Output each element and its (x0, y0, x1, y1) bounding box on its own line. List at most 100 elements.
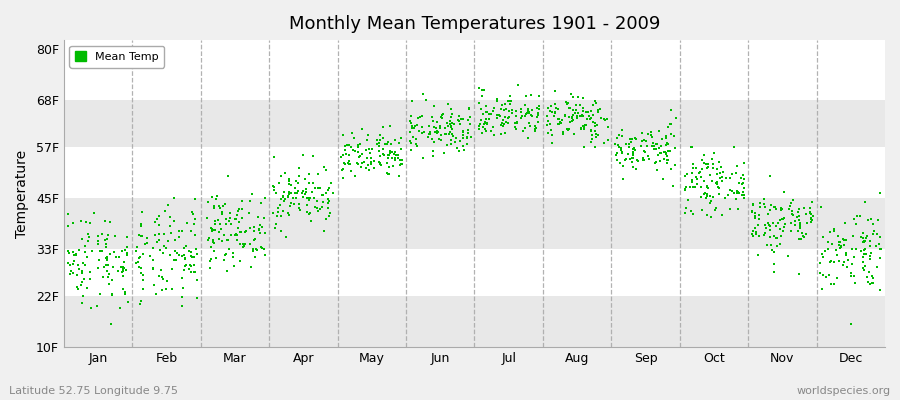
Point (76, 292, 90, 299)
Point (165, 266, 179, 272)
Point (178, 262, 193, 268)
Point (758, 203, 772, 210)
Point (91, 264, 105, 271)
Point (735, 192, 750, 198)
Point (392, 172, 406, 179)
Point (135, 232, 149, 239)
Point (212, 217, 226, 223)
Point (649, 141, 663, 147)
Point (227, 263, 241, 270)
Point (793, 220, 807, 226)
Point (184, 249, 199, 255)
Point (732, 180, 746, 187)
Point (66, 248, 80, 255)
Point (700, 191, 715, 197)
Point (472, 126, 487, 132)
Point (835, 236, 850, 242)
Point (296, 194, 310, 200)
Point (493, 106, 508, 112)
Point (376, 152, 391, 158)
Point (703, 200, 717, 206)
Point (80, 254, 94, 260)
Point (175, 228, 189, 234)
Point (431, 128, 446, 135)
Point (793, 223, 807, 229)
Point (872, 190, 886, 196)
Point (639, 138, 653, 144)
Point (453, 138, 467, 144)
Point (829, 246, 843, 253)
Point (551, 116, 565, 122)
Point (730, 163, 744, 170)
Point (410, 122, 424, 128)
Point (133, 270, 148, 276)
Point (576, 95, 590, 101)
Point (821, 246, 835, 252)
Point (752, 211, 766, 218)
Point (350, 160, 365, 166)
Point (103, 218, 117, 225)
Point (731, 206, 745, 212)
Point (115, 248, 130, 254)
Point (636, 148, 651, 154)
Point (256, 246, 271, 252)
Point (629, 136, 643, 142)
Point (214, 238, 229, 244)
Point (642, 156, 656, 162)
Point (654, 143, 669, 149)
Point (618, 156, 633, 162)
Point (759, 224, 773, 231)
Point (711, 183, 725, 190)
Point (339, 151, 354, 157)
Point (255, 244, 269, 251)
Point (408, 123, 422, 129)
Point (710, 181, 724, 188)
Point (505, 110, 519, 116)
Point (282, 178, 296, 184)
Point (480, 109, 494, 115)
Point (109, 254, 123, 260)
Point (402, 138, 417, 144)
Point (644, 142, 659, 149)
Point (270, 213, 284, 219)
Point (661, 156, 675, 163)
Point (827, 228, 842, 235)
Point (434, 114, 448, 120)
Point (585, 136, 599, 142)
Point (271, 209, 285, 215)
Point (394, 135, 409, 141)
Point (287, 190, 302, 197)
Point (117, 246, 131, 253)
Point (625, 159, 639, 165)
Point (135, 209, 149, 215)
Point (474, 106, 489, 112)
Point (148, 291, 163, 297)
Point (103, 251, 117, 258)
Point (781, 253, 796, 260)
Point (101, 262, 115, 268)
Point (146, 265, 160, 272)
Point (230, 232, 244, 238)
Point (492, 111, 507, 118)
Point (224, 232, 238, 238)
Point (768, 204, 782, 210)
Point (108, 232, 122, 239)
Point (116, 265, 130, 271)
Point (336, 132, 350, 138)
Point (189, 246, 203, 252)
Point (573, 126, 588, 132)
Point (182, 266, 196, 272)
Point (162, 252, 176, 258)
Point (654, 136, 669, 142)
Point (472, 99, 486, 106)
Point (243, 241, 257, 248)
Point (727, 190, 742, 196)
Point (460, 141, 474, 147)
Point (71, 262, 86, 268)
Point (463, 121, 477, 127)
Point (494, 130, 508, 137)
Point (304, 218, 319, 224)
Point (584, 132, 598, 138)
Point (480, 120, 494, 126)
Point (381, 139, 395, 145)
